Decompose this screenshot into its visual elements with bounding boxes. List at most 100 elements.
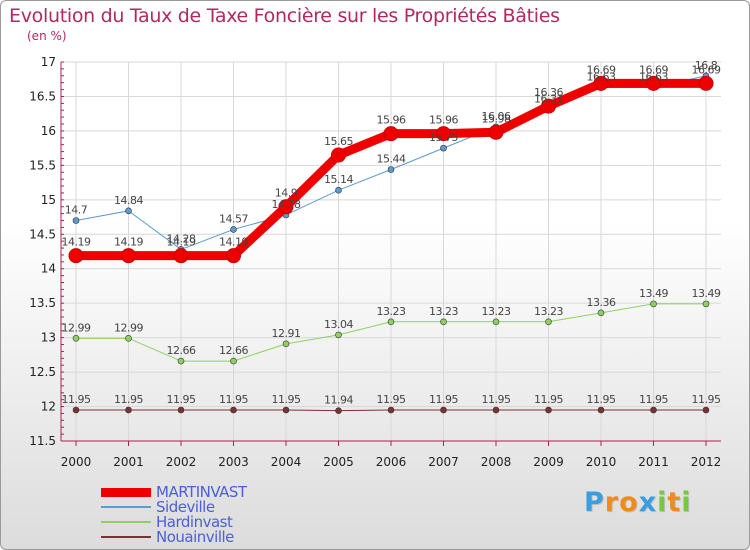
data-label: 15.14 bbox=[324, 173, 353, 186]
data-label: 11.95 bbox=[482, 393, 511, 406]
data-label: 14.19 bbox=[167, 236, 196, 249]
x-tick-label: 2003 bbox=[218, 455, 249, 469]
data-label: 14.19 bbox=[62, 236, 91, 249]
data-point bbox=[492, 318, 500, 326]
data-point bbox=[597, 309, 605, 317]
data-label: 16.69 bbox=[587, 63, 616, 76]
data-labels: 14.7 14.84 14.28 14.57 14.78 15.14 15.44 15.75 1… bbox=[62, 59, 722, 407]
data-point bbox=[593, 75, 609, 91]
data-point bbox=[282, 340, 290, 348]
y-tick-label: 17 bbox=[41, 55, 56, 69]
data-label: 11.95 bbox=[534, 393, 563, 406]
data-point bbox=[125, 335, 132, 342]
y-tick-label: 14.5 bbox=[29, 227, 56, 241]
data-point bbox=[125, 406, 132, 414]
data-label: 15.44 bbox=[377, 152, 406, 165]
logo-letter: o bbox=[619, 487, 639, 518]
data-point bbox=[545, 318, 552, 326]
chart-unit: (en %) bbox=[27, 29, 67, 43]
data-point bbox=[226, 248, 241, 264]
data-point bbox=[177, 357, 185, 365]
y-tick-label: 12 bbox=[41, 400, 56, 414]
data-label: 13.23 bbox=[482, 305, 511, 318]
data-label: 16.69 bbox=[692, 63, 721, 76]
x-tick-label: 2000 bbox=[61, 455, 92, 469]
data-label: 16.63 bbox=[639, 70, 668, 83]
data-point bbox=[121, 248, 136, 264]
data-label: 16.69 bbox=[639, 63, 668, 76]
data-point bbox=[440, 318, 447, 326]
data-label: 16.31 bbox=[534, 93, 563, 106]
legend-swatch bbox=[101, 506, 151, 508]
data-label: 11.95 bbox=[62, 393, 91, 406]
y-tick-label: 15 bbox=[41, 193, 56, 207]
legend-label: Sideville bbox=[156, 498, 215, 516]
y-tick-label: 11.5 bbox=[29, 434, 56, 448]
logo-letter: r bbox=[604, 487, 620, 518]
data-point bbox=[387, 166, 395, 173]
data-point bbox=[68, 248, 84, 264]
y-tick-label: 16 bbox=[41, 124, 56, 138]
data-point bbox=[335, 331, 342, 339]
data-point bbox=[230, 406, 237, 414]
x-tick-label: 2005 bbox=[323, 455, 354, 469]
data-label: 12.66 bbox=[219, 344, 248, 357]
data-label: 15.96 bbox=[429, 114, 458, 127]
grid bbox=[61, 61, 721, 442]
x-tick-label: 2007 bbox=[428, 455, 459, 469]
x-tick-label: 2001 bbox=[113, 455, 144, 469]
data-label: 11.95 bbox=[219, 393, 248, 406]
legend-label: MARTINVAST bbox=[156, 483, 247, 501]
data-point bbox=[440, 144, 447, 152]
data-point bbox=[331, 147, 346, 163]
data-label: 16.63 bbox=[587, 70, 616, 83]
data-label: 15.96 bbox=[377, 114, 406, 127]
data-label: 11.95 bbox=[377, 393, 406, 406]
y-tick-label: 13 bbox=[41, 331, 56, 345]
chart-title: Evolution du Taux de Taxe Foncière sur l… bbox=[9, 5, 560, 27]
y-tick-label: 12.5 bbox=[29, 365, 56, 379]
data-label: 15.75 bbox=[429, 131, 458, 144]
data-point bbox=[72, 335, 80, 342]
data-point bbox=[383, 126, 399, 142]
data-point bbox=[646, 75, 661, 91]
data-label: 15.98 bbox=[482, 112, 511, 125]
data-point bbox=[173, 248, 189, 264]
data-point bbox=[387, 406, 395, 414]
legend-swatch bbox=[101, 536, 151, 538]
legend-label: Hardinvast bbox=[156, 513, 233, 531]
x-tick-label: 2011 bbox=[638, 455, 669, 469]
data-point bbox=[177, 406, 185, 414]
x-tick-label: 2006 bbox=[376, 455, 407, 469]
data-point bbox=[387, 318, 395, 326]
data-label: 14.7 bbox=[65, 203, 88, 216]
data-point bbox=[72, 217, 80, 224]
data-point bbox=[72, 406, 80, 414]
data-label: 14.78 bbox=[272, 198, 301, 211]
data-label: 11.95 bbox=[167, 393, 196, 406]
data-label: 13.49 bbox=[692, 287, 721, 300]
proxiti-logo: Proxiti bbox=[584, 487, 692, 518]
data-label: 13.23 bbox=[377, 305, 406, 318]
data-label: 13.49 bbox=[639, 287, 668, 300]
data-label: 16.8 bbox=[695, 59, 718, 72]
data-label: 16.06 bbox=[482, 110, 511, 123]
y-tick-label: 16.5 bbox=[29, 89, 56, 103]
data-point bbox=[230, 226, 237, 233]
x-tick-label: 2002 bbox=[166, 455, 197, 469]
data-label: 11.95 bbox=[114, 393, 143, 406]
data-point bbox=[282, 406, 290, 414]
data-label: 11.94 bbox=[324, 394, 353, 407]
logo-letter: P bbox=[584, 487, 605, 518]
data-label: 14.28 bbox=[167, 232, 196, 245]
data-label: 12.91 bbox=[272, 327, 301, 340]
data-point bbox=[702, 406, 710, 414]
data-label: 14.9 bbox=[275, 187, 298, 200]
data-label: 11.95 bbox=[639, 393, 668, 406]
data-point bbox=[440, 406, 447, 414]
data-label: 11.95 bbox=[429, 393, 458, 406]
data-point bbox=[597, 406, 605, 414]
data-label: 12.99 bbox=[114, 321, 143, 334]
